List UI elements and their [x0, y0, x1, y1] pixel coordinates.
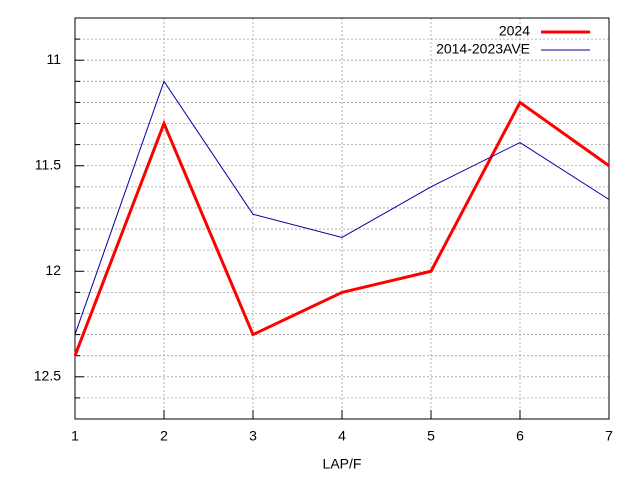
- series-line: [73, 100, 610, 357]
- y-tick-label: 11: [46, 51, 61, 67]
- x-tick-label: 2: [160, 428, 168, 444]
- legend-label: 2024: [499, 23, 530, 39]
- x-tick-label: 4: [338, 428, 346, 444]
- x-tick-label: 7: [605, 428, 613, 444]
- x-tick-label: 1: [71, 428, 79, 444]
- y-tick-label: 12: [45, 262, 61, 278]
- y-tick-label: 12.5: [34, 367, 61, 383]
- x-tick-label: 6: [516, 428, 524, 444]
- y-tick-label: 11.5: [35, 156, 61, 172]
- series-line: [74, 80, 610, 335]
- x-tick-label: 3: [249, 428, 257, 444]
- x-tick-label: 5: [427, 428, 435, 444]
- legend-label: 2014-2023AVE: [436, 41, 530, 57]
- x-axis-label: LAP/F: [323, 456, 362, 472]
- plot-frame: [74, 17, 610, 420]
